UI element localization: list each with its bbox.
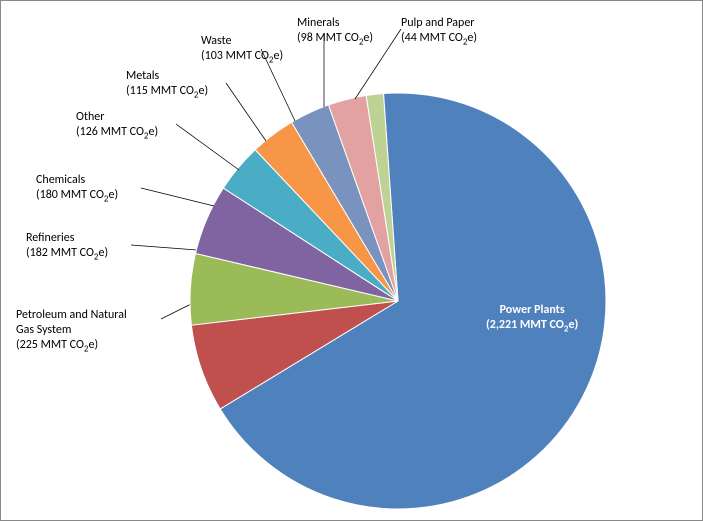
leader-line	[226, 83, 266, 141]
slice-label-waste: Waste(103 MMT CO2e)	[201, 34, 283, 66]
label-line2: (98 MMT CO2e)	[297, 31, 373, 45]
label-line3: (225 MMT CO2e)	[16, 338, 98, 352]
label-line2: Gas System	[16, 323, 71, 337]
label-line2: (115 MMT CO2e)	[126, 84, 208, 98]
pie-chart-container: Power Plants(2,221 MMT CO2e) Petroleum an…	[0, 0, 703, 521]
label-line1: Chemicals	[36, 173, 85, 187]
slice-label-metals: Metals(115 MMT CO2e)	[126, 69, 208, 101]
slice-label-other: Other(126 MMT CO2e)	[76, 110, 158, 142]
leader-line	[141, 188, 214, 206]
label-line1: Refineries	[26, 231, 74, 245]
label-line1: Other	[76, 110, 104, 124]
label-line2: (103 MMT CO2e)	[201, 49, 283, 63]
leader-line	[176, 124, 239, 170]
label-line2: (180 MMT CO2e)	[36, 188, 118, 202]
slice-label-refineries: Refineries(182 MMT CO2e)	[26, 231, 108, 263]
leader-line	[161, 303, 193, 319]
slice-label-minerals: Minerals(98 MMT CO2e)	[297, 16, 373, 48]
label-line1: Petroleum and Natural	[16, 308, 127, 322]
leader-line	[131, 245, 197, 250]
label-line2: (2,221 MMT CO2e)	[486, 318, 578, 332]
slice-label-power-plants: Power Plants(2,221 MMT CO2e)	[486, 303, 578, 335]
label-line1: Power Plants	[500, 303, 565, 317]
slice-label-petroleum-and-natural-gas-system: Petroleum and NaturalGas System(225 MMT …	[16, 308, 127, 355]
label-line1: Metals	[126, 69, 159, 83]
label-line1: Pulp and Paper	[401, 16, 475, 30]
label-line2: (182 MMT CO2e)	[26, 246, 108, 260]
label-line1: Waste	[201, 34, 231, 48]
slice-label-chemicals: Chemicals(180 MMT CO2e)	[36, 173, 118, 205]
label-line1: Minerals	[297, 16, 339, 30]
slice-label-pulp-and-paper: Pulp and Paper(44 MMT CO2e)	[401, 16, 477, 48]
label-line2: (44 MMT CO2e)	[401, 31, 477, 45]
label-line2: (126 MMT CO2e)	[76, 125, 158, 139]
